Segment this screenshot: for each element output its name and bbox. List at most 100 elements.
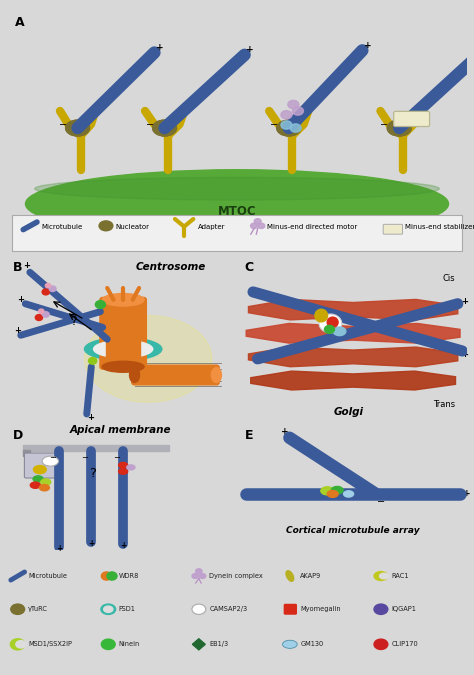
Ellipse shape	[33, 476, 43, 482]
Text: Myomegalin: Myomegalin	[301, 606, 341, 612]
Text: CAMSAP2/3: CAMSAP2/3	[210, 606, 247, 612]
Ellipse shape	[315, 309, 328, 322]
Text: +: +	[463, 489, 471, 498]
Text: +: +	[87, 412, 94, 421]
Ellipse shape	[327, 317, 338, 327]
Ellipse shape	[281, 121, 292, 129]
Ellipse shape	[102, 294, 144, 306]
FancyBboxPatch shape	[24, 453, 62, 478]
Ellipse shape	[331, 487, 343, 494]
Bar	[23, 450, 30, 456]
Text: +: +	[461, 350, 468, 358]
Ellipse shape	[286, 571, 294, 581]
FancyBboxPatch shape	[12, 215, 462, 251]
Text: D: D	[13, 429, 23, 442]
Text: B: B	[13, 261, 22, 274]
Text: Apical membrane: Apical membrane	[70, 425, 172, 435]
Ellipse shape	[327, 491, 338, 497]
Text: −: −	[381, 120, 389, 130]
Ellipse shape	[290, 124, 301, 132]
Ellipse shape	[84, 316, 212, 402]
Text: ?: ?	[70, 315, 76, 328]
Ellipse shape	[89, 358, 97, 364]
Ellipse shape	[153, 120, 176, 136]
Text: Golgi: Golgi	[334, 407, 364, 416]
Text: Cortical microtubule array: Cortical microtubule array	[286, 526, 420, 535]
Ellipse shape	[46, 284, 51, 288]
Ellipse shape	[11, 604, 25, 614]
Ellipse shape	[10, 639, 25, 650]
Text: Minus-end directed motor: Minus-end directed motor	[267, 224, 357, 230]
Text: Nucleator: Nucleator	[115, 224, 149, 230]
Ellipse shape	[277, 120, 301, 136]
Ellipse shape	[283, 641, 297, 649]
Ellipse shape	[344, 491, 354, 497]
Polygon shape	[248, 347, 458, 367]
Ellipse shape	[93, 340, 153, 358]
FancyBboxPatch shape	[106, 334, 140, 361]
Text: +: +	[23, 261, 30, 270]
Ellipse shape	[42, 456, 58, 466]
Text: −: −	[246, 286, 254, 294]
Polygon shape	[192, 639, 205, 650]
Ellipse shape	[102, 361, 144, 373]
Text: Centrosome: Centrosome	[136, 263, 206, 272]
Ellipse shape	[374, 639, 388, 649]
Ellipse shape	[127, 465, 135, 470]
Text: IQGAP1: IQGAP1	[392, 606, 416, 612]
Ellipse shape	[321, 487, 334, 495]
FancyBboxPatch shape	[100, 298, 146, 369]
Ellipse shape	[38, 309, 44, 313]
Text: ?: ?	[89, 467, 96, 480]
Ellipse shape	[26, 169, 448, 238]
Ellipse shape	[42, 289, 49, 295]
Ellipse shape	[288, 101, 299, 109]
Text: +: +	[364, 40, 371, 49]
Text: C: C	[245, 261, 254, 274]
Text: −: −	[81, 454, 88, 462]
Ellipse shape	[30, 482, 40, 488]
Text: RAC1: RAC1	[392, 573, 409, 579]
Text: Microtubule: Microtubule	[28, 573, 67, 579]
Text: GM130: GM130	[301, 641, 324, 647]
Text: Trans: Trans	[433, 400, 456, 408]
Ellipse shape	[118, 468, 128, 475]
Text: MSD1/SSX2IP: MSD1/SSX2IP	[28, 641, 72, 647]
Ellipse shape	[99, 221, 113, 231]
Text: +: +	[156, 43, 164, 52]
Text: +: +	[14, 326, 21, 335]
Text: −: −	[270, 120, 278, 130]
Text: E: E	[245, 429, 253, 442]
Ellipse shape	[380, 573, 389, 578]
Text: MTOC: MTOC	[218, 205, 256, 218]
Polygon shape	[248, 300, 458, 320]
Text: Adapter: Adapter	[198, 224, 226, 230]
Ellipse shape	[104, 606, 113, 612]
Ellipse shape	[387, 120, 411, 136]
Text: +: +	[246, 45, 254, 54]
Text: WDR8: WDR8	[119, 573, 139, 579]
FancyBboxPatch shape	[394, 111, 429, 126]
Ellipse shape	[118, 462, 128, 468]
Ellipse shape	[41, 479, 51, 485]
Ellipse shape	[281, 111, 292, 119]
Text: γTuRC: γTuRC	[28, 606, 48, 612]
Ellipse shape	[374, 604, 388, 614]
FancyBboxPatch shape	[284, 604, 296, 614]
Ellipse shape	[251, 223, 257, 228]
Ellipse shape	[65, 120, 90, 136]
Text: +: +	[461, 297, 468, 306]
Text: FSD1: FSD1	[119, 606, 136, 612]
Text: −: −	[377, 497, 385, 507]
Ellipse shape	[49, 286, 56, 292]
Text: +: +	[88, 539, 94, 548]
Ellipse shape	[258, 223, 265, 228]
Text: −: −	[49, 454, 56, 462]
Text: Cis: Cis	[443, 273, 456, 283]
FancyBboxPatch shape	[132, 365, 219, 385]
Ellipse shape	[42, 312, 49, 317]
Ellipse shape	[254, 219, 261, 224]
Ellipse shape	[292, 107, 303, 115]
Text: +: +	[281, 427, 289, 436]
Ellipse shape	[101, 604, 116, 614]
